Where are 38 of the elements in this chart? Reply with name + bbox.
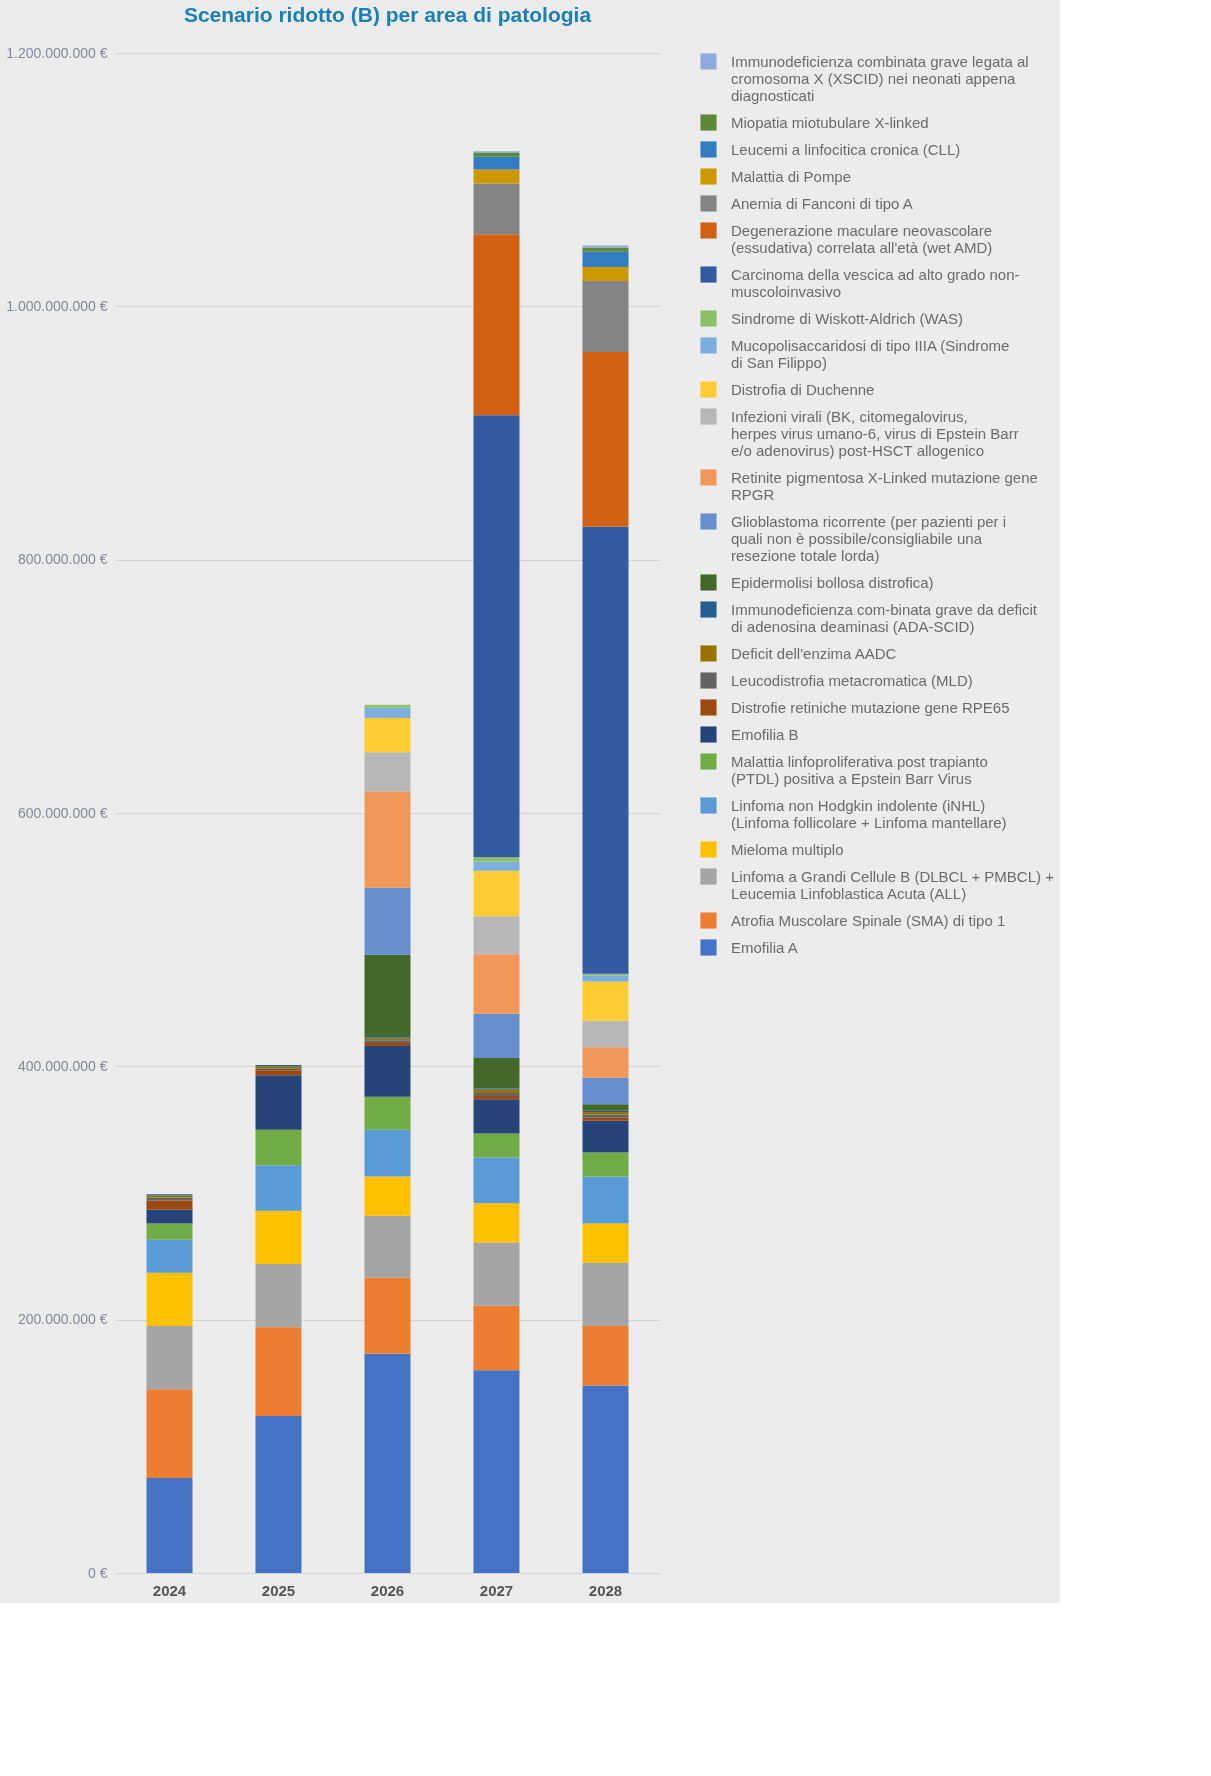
legend-label: Emofilia A xyxy=(731,938,798,956)
legend-label: Deficit dell'enzima AADC xyxy=(731,644,897,662)
legend-label: Sindrome di Wiskott-Aldrich (WAS) xyxy=(731,309,963,327)
y-tick-label: 800.000.000 € xyxy=(17,551,108,568)
legend-label: Immunodeficienza com-binata grave da deficit di adenosina deaminasi (ADA-SCID) xyxy=(731,600,1038,635)
legend-label: Miopatia miotubulare X-linked xyxy=(731,113,929,131)
legend-label: Immunodeficienza combinata grave legata al cromosoma X (XSCID) nei neonati appena diagnosticati xyxy=(731,52,1029,104)
legend-label: Atrofia Muscolare Spinale (SMA) di tipo 1 xyxy=(731,911,1006,929)
legend-label: Degenerazione maculare neovascolare (essudativa) correlata all'età (wet AMD) xyxy=(731,221,993,256)
x-tick-label: 2027 xyxy=(479,1581,514,1599)
legend-label: Linfoma a Grandi Cellule B (DLBCL + PMBCL) + Leucemia Linfoblastica Acuta (ALL) xyxy=(731,867,1055,902)
legend-label: Retinite pigmentosa X-Linked mutazione gene RPGR xyxy=(731,468,1038,503)
legend-label: Carcinoma della vescica ad alto grado non-muscoloinvasivo xyxy=(731,265,1020,300)
x-tick-label: 2024 xyxy=(152,1581,187,1599)
y-tick-label: 1.000.000.000 € xyxy=(6,297,108,314)
y-tick-label: 600.000.000 € xyxy=(17,804,108,821)
legend-label: Malattia linfoproliferativa post trapianto (PTDL) positiva a Epstein Barr Virus xyxy=(731,752,988,787)
y-tick-label: 1.200.000.000 € xyxy=(6,44,108,61)
legend-label: Anemia di Fanconi di tipo A xyxy=(731,194,913,212)
legend-label: Linfoma non Hodgkin indolente (iNHL) (Linfoma follicolare + Linfoma mantellare) xyxy=(731,796,1007,831)
legend-label: Leucemi a linfocitica cronica (CLL) xyxy=(731,140,961,158)
x-tick-label: 2026 xyxy=(370,1581,405,1599)
legend-label: Infezioni virali (BK, citomegalovirus, herpes virus umano-6, virus di Epstein Barr e/o adenovirus) post-HSCT allogenico xyxy=(731,407,1019,459)
legend-label: Leucodistrofia metacromatica (MLD) xyxy=(731,671,973,689)
y-tick-label: 200.000.000 € xyxy=(17,1311,108,1328)
legend-label: Mieloma multiplo xyxy=(731,840,844,858)
x-tick-label: 2025 xyxy=(261,1581,296,1599)
legend-label: Mucopolisaccaridosi di tipo IIIA (Sindrome di San Filippo) xyxy=(731,336,1010,371)
legend-label: Glioblastoma ricorrente (per pazienti per i quali non è possibile/consigliabile una resezione totale lorda) xyxy=(731,512,1007,564)
chart-title: Scenario ridotto (B) per area di patologia xyxy=(183,3,592,26)
x-tick-label: 2028 xyxy=(588,1581,623,1599)
legend-label: Malattia di Pompe xyxy=(731,167,852,185)
legend-label: Distrofia di Duchenne xyxy=(731,380,875,398)
legend-label: Distrofie retiniche mutazione gene RPE65 xyxy=(731,698,1010,716)
legend-label: Emofilia B xyxy=(731,725,799,743)
y-tick-label: 400.000.000 € xyxy=(17,1057,108,1074)
y-tick-label: 0 € xyxy=(88,1564,108,1581)
legend-label: Epidermolisi bollosa distrofica) xyxy=(731,573,934,591)
